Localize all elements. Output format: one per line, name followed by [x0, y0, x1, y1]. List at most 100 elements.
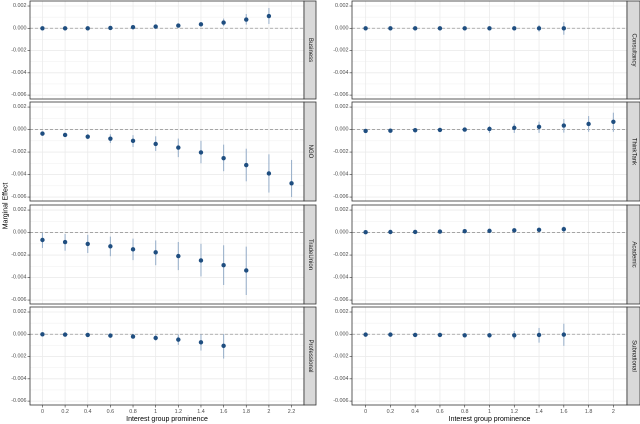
- x-tick-label: 0: [364, 409, 367, 415]
- y-tick-label: -0.004: [11, 172, 26, 178]
- strip-background: [303, 101, 317, 202]
- data-point: [153, 335, 158, 341]
- strip-label: Consultancy: [631, 33, 637, 66]
- data-point: [40, 131, 45, 136]
- strip-label: NGO: [307, 145, 313, 159]
- facet-strip-professional: Professional: [303, 306, 317, 406]
- facet-panel-consultancy: Consultancy 0.002 0.000 -0.002 -0.004 -0.006: [333, 0, 640, 100]
- data-point: [85, 26, 90, 31]
- facet-strip-tradeunion: TradeUnion: [303, 204, 317, 305]
- facet-panel-academic: Academic 0.002 0.000 -0.002 -0.004 -0.006: [333, 204, 640, 305]
- x-tick-label: 1.8: [243, 409, 251, 415]
- strip-label: ThinkTank: [631, 138, 637, 166]
- y-tick-label: 0.000: [335, 230, 349, 236]
- data-point: [244, 162, 249, 168]
- strip-background: [626, 0, 640, 100]
- y-tick-label: 0.000: [13, 331, 27, 337]
- y-tick-label: 0.002: [13, 309, 27, 315]
- y-tick-label: -0.002: [11, 354, 26, 360]
- x-axis: 0 0.2 0.4 0.6 0.8 1 1.2 1.4 1.6 1.8 2 2.2: [41, 405, 295, 415]
- data-point: [388, 229, 393, 235]
- data-point: [130, 138, 136, 144]
- x-tick-label: 1.2: [175, 409, 183, 415]
- data-point: [153, 250, 158, 255]
- y-tick-label: 0.000: [13, 127, 27, 133]
- x-tick-label: 0.8: [461, 409, 469, 415]
- y-axis: 0.002 0.000 -0.002 -0.004 -0.006: [11, 3, 30, 98]
- data-point: [462, 26, 467, 31]
- panel-background: [30, 102, 304, 201]
- strip-label: Subnational: [631, 340, 637, 372]
- data-point: [221, 20, 226, 25]
- y-tick-label: -0.006: [11, 92, 26, 98]
- data-point: [388, 332, 393, 337]
- y-tick-label: -0.004: [11, 70, 26, 76]
- data-point: [561, 332, 567, 337]
- data-point: [536, 26, 542, 31]
- facet-panels: Business 0.002 0.000 -0.002 -0.004 -0.006 NGO 0…: [11, 0, 640, 415]
- data-point: [412, 26, 418, 31]
- data-point: [462, 229, 467, 234]
- data-point: [40, 26, 45, 31]
- x-tick-label: 2: [267, 409, 270, 415]
- data-point: [437, 26, 443, 31]
- data-point: [487, 26, 492, 31]
- facet-panel-subnational: Subnational0.0020.000-0.002-0.004-0.0060…: [333, 306, 640, 415]
- x-tick-label: 2.2: [288, 409, 296, 415]
- y-tick-label: 0.002: [13, 104, 27, 110]
- y-axis: 0.002 0.000 -0.002 -0.004 -0.006: [333, 207, 352, 303]
- y-tick-label: -0.002: [333, 354, 348, 360]
- data-point: [363, 230, 368, 235]
- y-tick-label: 0.002: [13, 207, 27, 213]
- data-point: [40, 237, 45, 243]
- x-tick-label: 1.2: [511, 409, 519, 415]
- data-point: [561, 226, 567, 232]
- x-axis-title-right: Interest group prominence: [449, 416, 531, 423]
- strip-label: Academic: [631, 241, 637, 267]
- facet-panel-ngo: NGO 0.002 0.000 -0.002 -0.004 -0.006: [11, 101, 317, 202]
- data-point: [561, 123, 567, 128]
- y-tick-label: 0.000: [335, 331, 349, 337]
- y-axis-title: Marginal Effect: [3, 183, 10, 230]
- strip-label: TradeUnion: [307, 239, 313, 270]
- y-tick-label: -0.002: [11, 252, 26, 258]
- data-point: [412, 229, 418, 235]
- data-point: [108, 136, 113, 141]
- data-point: [536, 332, 542, 338]
- x-axis: 0 0.2 0.4 0.6 0.8 1 1.2 1.4 1.6 1.8 2: [364, 405, 615, 415]
- strip-label: Business: [307, 38, 313, 62]
- data-point: [198, 340, 204, 345]
- y-tick-label: -0.006: [333, 297, 348, 303]
- facet-strip-academic: Academic: [626, 204, 640, 305]
- x-tick-label: 0.2: [387, 409, 395, 415]
- y-axis: 0.002 0.000 -0.002 -0.004 -0.006: [333, 309, 352, 404]
- data-point: [40, 332, 45, 337]
- data-point: [176, 23, 181, 28]
- data-point: [462, 333, 467, 338]
- strip-background: [626, 306, 640, 406]
- data-point: [176, 253, 181, 259]
- facet-panel-tradeunion: TradeUnion 0.002 0.000 -0.002 -0.004 -0.006: [11, 204, 317, 305]
- panel-background: [30, 307, 304, 405]
- facet-panel-thinktank: ThinkTank 0.002 0.000 -0.002 -0.004 -0.006: [333, 101, 640, 202]
- data-point: [586, 121, 591, 127]
- y-tick-label: -0.006: [333, 194, 348, 200]
- x-tick-label: 0.6: [107, 409, 115, 415]
- y-tick-label: 0.000: [13, 25, 27, 31]
- y-tick-label: -0.002: [333, 252, 348, 258]
- data-point: [108, 333, 113, 338]
- y-tick-label: -0.004: [333, 376, 348, 382]
- y-tick-label: -0.004: [11, 275, 26, 281]
- y-tick-label: -0.006: [11, 297, 26, 303]
- data-point: [130, 24, 136, 30]
- data-point: [62, 132, 68, 138]
- data-point: [130, 334, 136, 339]
- y-tick-label: 0.000: [13, 230, 27, 236]
- x-tick-label: 0.2: [61, 409, 69, 415]
- data-point: [512, 228, 517, 233]
- facet-strip-ngo: NGO: [303, 101, 317, 202]
- data-point: [62, 332, 68, 337]
- data-point: [85, 241, 90, 247]
- data-point: [176, 337, 181, 342]
- data-point: [512, 125, 517, 131]
